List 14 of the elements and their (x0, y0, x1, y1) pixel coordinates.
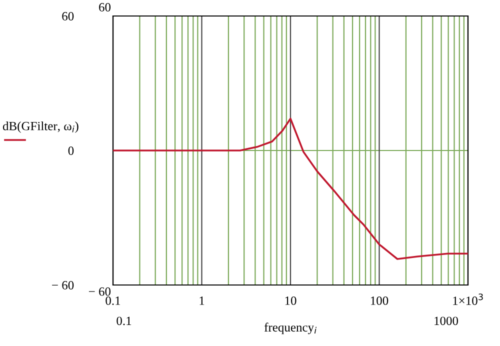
text: 1000 (434, 316, 458, 326)
y-tick-label: 0 (68, 146, 74, 155)
x-tick-label: 1×10$^{3}$ (453, 294, 483, 305)
y-tick-label: 60 (62, 12, 74, 20)
x-axis-title: frequency$_{i}$ (264, 322, 317, 334)
x-tick-label: 1 (200, 296, 204, 305)
y-axis-title: dB(GFilter, ω$_{i}$) (2, 122, 78, 133)
y-tick-label: − 60 (52, 281, 74, 290)
text: 0.1 (116, 316, 132, 326)
x-tick-label: 10 (285, 296, 296, 305)
x-tick-label: 100 (370, 296, 388, 305)
text: − 60 (88, 287, 111, 296)
text: 60 (99, 3, 111, 12)
x-tick-label: 0.1 (106, 296, 120, 305)
